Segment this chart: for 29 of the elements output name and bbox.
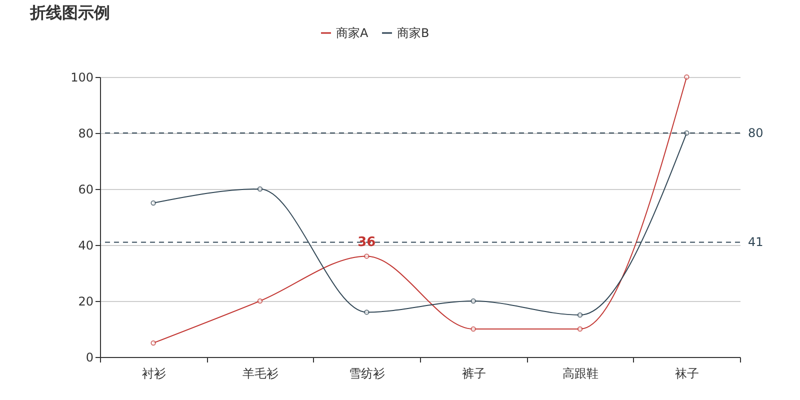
point xyxy=(257,298,263,304)
ref-line-label: 41 xyxy=(748,235,764,250)
y-tick-label: 20 xyxy=(78,294,94,308)
point xyxy=(577,312,583,318)
point xyxy=(150,200,156,206)
point xyxy=(257,186,263,192)
x-tick-label: 袜子 xyxy=(675,366,700,380)
y-tick-label: 60 xyxy=(78,182,94,196)
x-tick-label: 羊毛衫 xyxy=(242,366,278,380)
x-tick-label: 高跟鞋 xyxy=(562,366,598,380)
legend-label: 商家A xyxy=(336,26,369,40)
y-tick-label: 80 xyxy=(78,126,94,140)
ref-line-label: 80 xyxy=(748,126,764,140)
y-tick-label: 40 xyxy=(78,238,94,252)
x-tick-label: 裤子 xyxy=(462,366,486,380)
y-tick-label: 100 xyxy=(70,70,94,84)
annotation: 36 xyxy=(358,235,376,250)
x-tick-label: 雪纺衫 xyxy=(349,366,386,380)
x-tick-label: 衬衫 xyxy=(142,366,166,380)
point xyxy=(684,74,690,80)
point xyxy=(470,326,476,332)
point xyxy=(150,340,156,346)
point xyxy=(364,254,370,259)
point xyxy=(470,298,476,304)
point xyxy=(577,326,583,332)
y-tick-label: 0 xyxy=(86,350,94,364)
legend-label: 商家B xyxy=(397,26,430,40)
point xyxy=(364,310,370,315)
chart-title: 折线图示例 xyxy=(29,3,110,22)
